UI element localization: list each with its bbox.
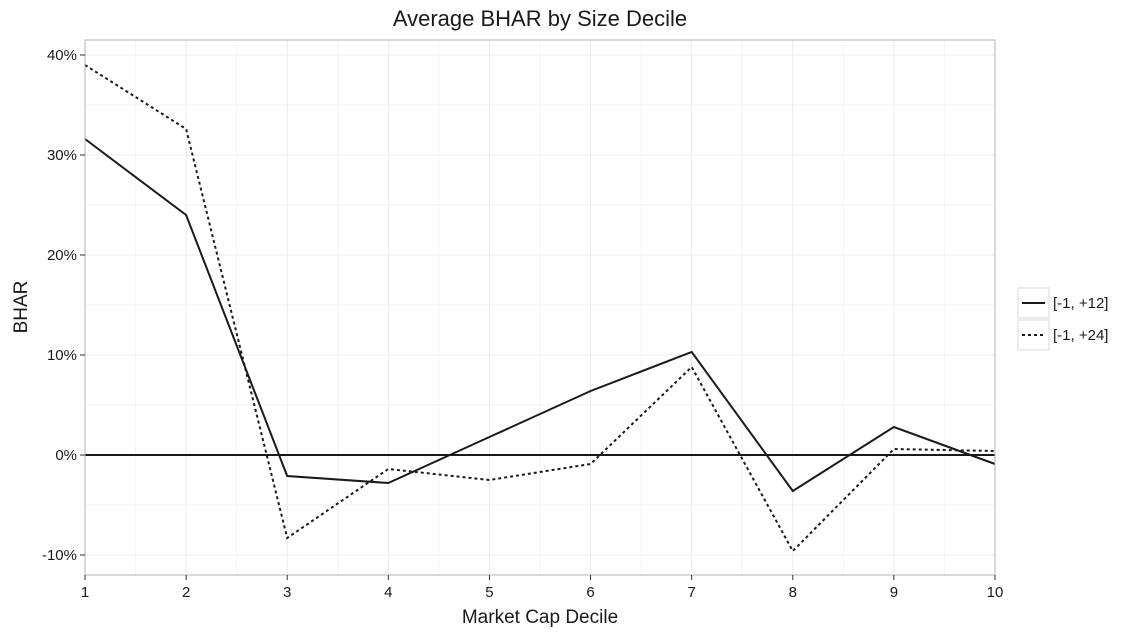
y-tick-label: 10% bbox=[47, 347, 77, 364]
y-tick-label: 40% bbox=[47, 47, 77, 64]
y-axis: -10% 0% 10% 20% 30% 40% bbox=[42, 47, 85, 564]
x-tick-label: 1 bbox=[81, 584, 89, 601]
y-tick-label: -10% bbox=[42, 547, 77, 564]
x-tick-label: 4 bbox=[384, 584, 392, 601]
legend-label-series-2: [-1, +24] bbox=[1053, 327, 1108, 344]
grid-lines bbox=[84, 40, 996, 575]
series-line-2 bbox=[84, 64, 996, 553]
y-tick-label: 20% bbox=[47, 247, 77, 264]
y-tick-label: 0% bbox=[55, 447, 77, 464]
legend: [-1, +12] [-1, +24] bbox=[1017, 287, 1108, 351]
series-line-1 bbox=[84, 138, 996, 493]
x-tick-label: 7 bbox=[687, 584, 695, 601]
series-lines bbox=[84, 64, 996, 553]
x-tick-label: 6 bbox=[586, 584, 594, 601]
plot-panel-border bbox=[84, 39, 996, 576]
legend-label-series-1: [-1, +12] bbox=[1053, 295, 1108, 312]
x-tick-label: 5 bbox=[485, 584, 493, 601]
x-tick-label: 3 bbox=[283, 584, 291, 601]
legend-key-box-2 bbox=[1017, 319, 1050, 351]
chart-title: Average BHAR by Size Decile bbox=[393, 6, 687, 31]
x-axis-title: Market Cap Decile bbox=[462, 607, 618, 628]
x-tick-label: 9 bbox=[890, 584, 898, 601]
x-axis: 1 2 3 4 5 6 7 8 9 10 bbox=[81, 575, 1004, 601]
x-tick-label: 10 bbox=[987, 584, 1004, 601]
x-tick-label: 8 bbox=[789, 584, 797, 601]
x-tick-label: 2 bbox=[182, 584, 190, 601]
y-axis-title: BHAR bbox=[11, 281, 32, 334]
y-tick-label: 30% bbox=[47, 147, 77, 164]
